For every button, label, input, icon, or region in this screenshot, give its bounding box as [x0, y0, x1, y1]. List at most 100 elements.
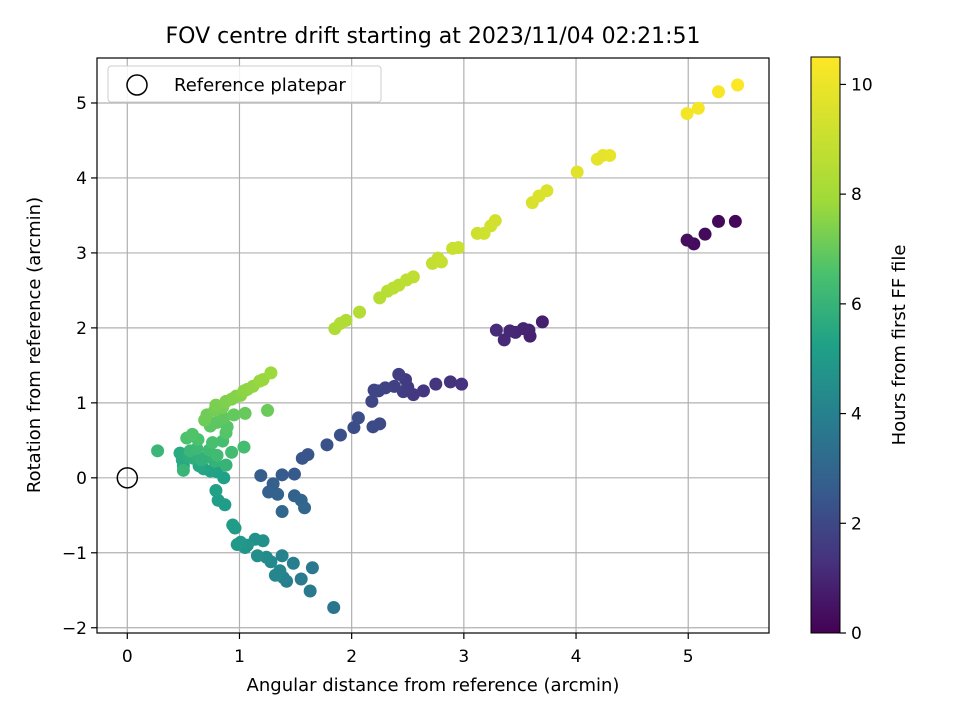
data-point — [217, 411, 231, 425]
y-tick-label: 4 — [76, 169, 87, 189]
data-point — [250, 549, 264, 563]
data-point — [320, 438, 334, 452]
x-tick-label: 0 — [122, 647, 133, 667]
colorbar-ticks: 0 2 4 6 8 10 — [840, 75, 873, 644]
data-point — [728, 214, 742, 228]
colorbar: 0 2 4 6 8 10 Hours from first FF file — [810, 56, 910, 644]
y-tick-label: 0 — [76, 469, 87, 489]
data-point — [264, 366, 278, 380]
y-tick-label: 3 — [76, 244, 87, 264]
colorbar-tick-label: 6 — [851, 295, 862, 315]
data-point — [535, 315, 549, 329]
data-point — [298, 501, 312, 515]
data-point — [365, 394, 379, 408]
data-point — [238, 406, 252, 420]
data-point — [151, 444, 165, 458]
data-point — [455, 377, 469, 391]
data-point — [294, 572, 308, 586]
data-point — [429, 377, 443, 391]
data-point — [443, 375, 457, 389]
data-point — [347, 421, 361, 435]
grid-lines — [97, 58, 769, 633]
x-axis-label: Angular distance from reference (arcmin) — [247, 675, 620, 696]
data-point — [540, 184, 554, 198]
data-point — [210, 448, 224, 462]
x-axis-ticks: 0 1 2 3 4 5 — [122, 633, 694, 667]
legend-marker-reference — [126, 74, 148, 96]
data-point — [211, 493, 225, 507]
data-point — [367, 383, 381, 397]
data-point — [731, 78, 745, 92]
data-point — [698, 227, 712, 241]
legend-box — [107, 65, 382, 103]
data-point — [230, 538, 244, 552]
reference-point-marker — [116, 467, 139, 489]
data-point — [303, 584, 317, 598]
colorbar-tick-label: 8 — [851, 185, 862, 205]
data-point — [176, 463, 190, 477]
data-point — [333, 428, 347, 442]
data-point — [488, 214, 502, 228]
data-point — [275, 505, 289, 519]
data-point — [489, 323, 503, 337]
data-point — [225, 445, 239, 459]
data-point — [268, 568, 282, 582]
data-points — [151, 78, 745, 615]
data-point — [339, 313, 353, 327]
data-point — [603, 148, 617, 162]
data-point — [254, 469, 268, 483]
y-tick-label: 1 — [76, 394, 87, 414]
data-point — [305, 561, 319, 575]
data-point — [275, 468, 289, 482]
data-point — [712, 214, 726, 228]
y-axis-ticks: −2 −1 0 1 2 3 4 5 — [62, 94, 97, 639]
colorbar-label: Hours from first FF file — [889, 245, 910, 446]
x-tick-label: 5 — [683, 647, 694, 667]
x-tick-label: 3 — [458, 647, 469, 667]
colorbar-tick-label: 10 — [851, 75, 873, 95]
data-point — [416, 384, 430, 398]
data-point — [226, 518, 240, 532]
x-tick-label: 4 — [571, 647, 582, 667]
y-tick-label: 2 — [76, 319, 87, 339]
colorbar-tick-label: 4 — [851, 405, 862, 425]
data-point — [353, 305, 367, 319]
data-point — [351, 411, 365, 425]
y-tick-label: −1 — [62, 544, 87, 564]
data-point — [366, 420, 380, 434]
data-point — [237, 440, 251, 454]
colorbar-tick-label: 0 — [851, 624, 862, 644]
data-point — [691, 101, 705, 115]
data-point — [209, 484, 223, 498]
data-point — [712, 85, 726, 99]
data-point — [497, 333, 511, 347]
data-point — [570, 165, 584, 179]
data-point — [227, 408, 241, 422]
x-tick-label: 2 — [346, 647, 357, 667]
colorbar-gradient — [810, 56, 841, 634]
data-point — [275, 549, 289, 563]
data-point — [287, 467, 301, 481]
data-point — [451, 241, 465, 255]
data-point — [434, 255, 448, 269]
x-tick-label: 1 — [234, 647, 245, 667]
data-point — [327, 601, 341, 615]
data-point — [286, 556, 300, 570]
plot-frame — [96, 57, 770, 634]
data-point — [680, 106, 694, 120]
data-point — [261, 403, 275, 417]
legend-entry-reference: Reference platepar — [174, 75, 346, 96]
data-point — [206, 436, 220, 450]
data-point — [271, 487, 285, 501]
data-point — [219, 458, 233, 472]
data-point — [295, 451, 309, 465]
y-tick-label: −2 — [62, 619, 87, 639]
chart-title: FOV centre drift starting at 2023/11/04 … — [166, 24, 701, 49]
data-point — [185, 427, 199, 441]
colorbar-tick-label: 2 — [851, 514, 862, 534]
data-point — [680, 233, 694, 247]
data-point — [406, 270, 420, 284]
legend: Reference platepar — [107, 65, 382, 103]
y-tick-label: 5 — [76, 94, 87, 114]
